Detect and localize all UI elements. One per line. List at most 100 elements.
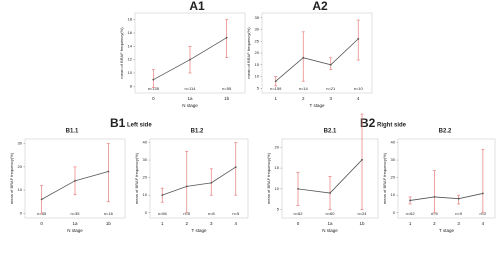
y-tick-label: 10	[391, 192, 396, 197]
y-tick-label: 0	[145, 210, 148, 215]
y-tick-label: 12	[128, 57, 133, 62]
y-tick-label: 5	[257, 85, 260, 90]
x-axis-label: N stage	[182, 103, 198, 108]
group-label: B1	[110, 116, 126, 130]
mean-point	[225, 36, 228, 39]
y-axis-label: mean of BRAF frequency(%)	[246, 27, 251, 79]
y-tick-label: 20	[18, 164, 23, 169]
x-tick-label: 4	[482, 221, 485, 226]
n-label: n=9	[431, 211, 439, 216]
y-tick-label: 10	[128, 70, 133, 75]
x-tick-label: 3	[210, 221, 213, 226]
y-tick-label: 30	[255, 27, 260, 32]
y-tick-label: 10	[18, 187, 23, 192]
y-axis-label: mean of BRAF frequency(%)	[119, 27, 124, 79]
y-tick-label: 10	[275, 186, 280, 191]
x-tick-label: 1a	[72, 221, 78, 226]
plot-frame	[24, 138, 126, 219]
n-label: n=114	[185, 86, 197, 91]
x-axis-label: N stage	[67, 228, 83, 233]
x-tick-label: 0	[152, 96, 155, 101]
mean-point	[329, 192, 331, 194]
y-tick-label: 20	[255, 50, 260, 55]
n-label: n=8	[208, 211, 216, 216]
y-tick-label: 30	[18, 141, 23, 146]
mean-point	[457, 197, 460, 200]
mean-point	[185, 185, 188, 188]
y-tick-label: 20	[143, 175, 148, 180]
plot-frame	[261, 12, 373, 94]
mean-point	[357, 37, 360, 40]
y-tick-label: 25	[255, 38, 260, 43]
n-label: n=56	[158, 211, 168, 216]
n-label: n=9	[455, 211, 463, 216]
x-tick-label: 3	[457, 221, 460, 226]
x-tick-label: 3	[329, 96, 332, 101]
mean-point	[107, 170, 110, 173]
x-axis-label: T stage	[310, 103, 325, 108]
plot-frame	[149, 138, 249, 219]
mean-point	[234, 166, 237, 168]
n-label: n=159	[270, 86, 282, 91]
y-tick-label: 10	[143, 192, 148, 197]
n-label: n=16	[104, 211, 114, 216]
group-label: B2	[360, 116, 376, 130]
mean-line	[275, 38, 359, 82]
x-tick-label: 0	[297, 221, 300, 226]
n-label: n=21	[326, 86, 336, 91]
x-tick-label: 2	[185, 221, 188, 226]
y-tick-label: 16	[128, 30, 133, 35]
x-axis-label: T stage	[439, 228, 454, 233]
mean-point	[274, 80, 277, 83]
y-tick-label: 40	[391, 140, 396, 145]
y-tick-label: 10	[255, 74, 260, 79]
mean-point	[481, 192, 484, 195]
mean-line	[410, 193, 483, 201]
mean-point	[433, 196, 436, 198]
y-tick-label: 30	[391, 157, 396, 162]
y-axis-label: mean of BRAF frequency(%)	[266, 152, 271, 204]
y-tick-label: 18	[128, 17, 133, 22]
x-tick-label: 1b	[359, 221, 365, 226]
y-tick-label: 20	[391, 175, 396, 180]
chart-title: B2.2	[439, 129, 452, 135]
y-tick-label: 15	[255, 62, 260, 67]
y-axis-label: mean of BRAF frequency(%)	[9, 152, 14, 204]
chart-title: A1	[189, 0, 205, 13]
x-tick-label: 4	[234, 221, 237, 226]
mean-point	[409, 199, 412, 202]
chart-title: A2	[312, 0, 328, 13]
y-tick-label: 0	[20, 210, 23, 215]
mean-point	[74, 179, 76, 182]
y-tick-label: 14	[128, 43, 133, 48]
n-label: n=62	[293, 211, 303, 216]
n-label: n=10	[354, 86, 364, 91]
n-label: n=135	[148, 86, 160, 91]
group-note: Left side	[127, 123, 152, 129]
y-tick-label: 0	[393, 210, 396, 215]
plot-frame	[134, 12, 246, 94]
x-tick-label: 1a	[187, 96, 193, 101]
n-label: n=62	[406, 211, 416, 216]
chart-title: B2.1	[324, 129, 337, 135]
x-tick-label: 1a	[327, 221, 333, 226]
n-label: n=2	[479, 211, 487, 216]
mean-point	[361, 158, 363, 161]
mean-point	[329, 63, 332, 66]
n-label: n=35	[70, 211, 80, 216]
mean-point	[302, 56, 305, 59]
mean-line	[162, 166, 236, 196]
y-axis-label: mean of BRAF frequency(%)	[382, 152, 387, 204]
n-label: n=5	[183, 211, 191, 216]
x-tick-label: 2	[433, 221, 436, 226]
y-tick-label: 35	[255, 15, 260, 20]
mean-point	[210, 181, 213, 184]
mean-point	[297, 187, 299, 190]
n-label: n=24	[357, 211, 367, 216]
n-label: n=55	[222, 86, 232, 91]
n-label: n=5	[232, 211, 240, 216]
group-note: Right side	[377, 123, 407, 129]
mean-point	[189, 58, 191, 61]
chart-title: B1.2	[191, 129, 204, 135]
